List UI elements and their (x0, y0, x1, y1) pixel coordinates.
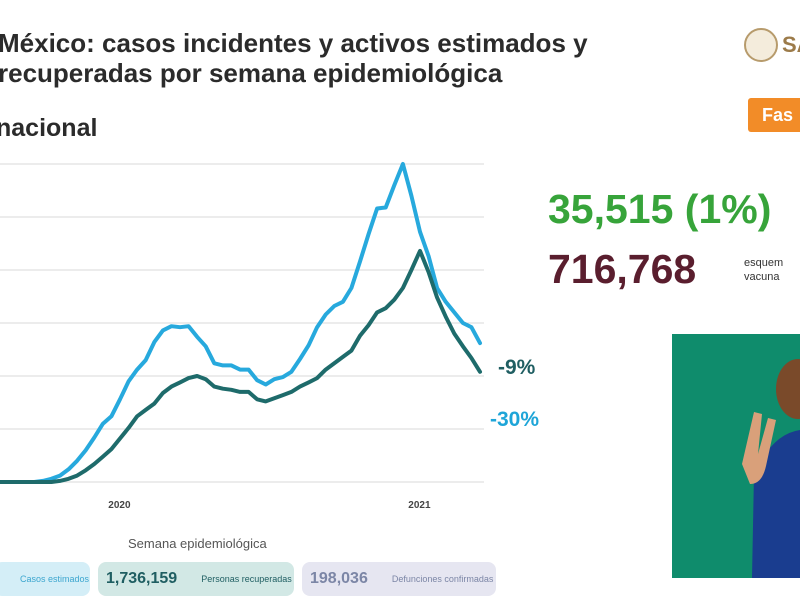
x-tick-label-0: 2020 (108, 500, 131, 510)
x-axis-title: Semana epidemiológica (128, 536, 267, 551)
annotation-active-pct: -9% (498, 356, 536, 379)
card-deaths: 198,036 Defunciones confirmadas (302, 562, 496, 596)
seal-icon (744, 28, 778, 62)
x-tick-label-1: 2021 (408, 500, 431, 510)
card-recovered: 1,736,159 Personas recuperadas (98, 562, 294, 596)
card-recovered-number: 1,736,159 (106, 570, 178, 587)
logo: SA (744, 28, 800, 62)
card-recovered-label: Personas recuperadas (201, 573, 292, 584)
sign-language-interpreter-video (672, 334, 800, 578)
annotation-incident-pct: -30% (490, 408, 540, 431)
phase-badge: Fas (748, 98, 800, 132)
vaccinated-note: esquem vacuna (744, 257, 784, 283)
card-deaths-label: Defunciones confirmadas (391, 573, 494, 584)
card-deaths-number: 198,036 (310, 570, 368, 587)
card-estimated-label: Casos estimados (20, 573, 90, 584)
vaccinated-stat: 716,768 (548, 246, 697, 292)
epidemic-line-chart: 2020 2021 (0, 162, 484, 510)
page-title: México: casos incidentes y activos estim… (0, 28, 588, 88)
logo-text: SA (782, 32, 800, 57)
active-cases-stat: 35,515 (1%) (548, 186, 772, 232)
active-cases-line (0, 248, 482, 484)
page-subtitle: nacional (0, 114, 98, 142)
card-estimated-cases: Casos estimados (0, 562, 90, 596)
interpreter-image (672, 334, 800, 578)
incident-cases-line (0, 162, 482, 484)
